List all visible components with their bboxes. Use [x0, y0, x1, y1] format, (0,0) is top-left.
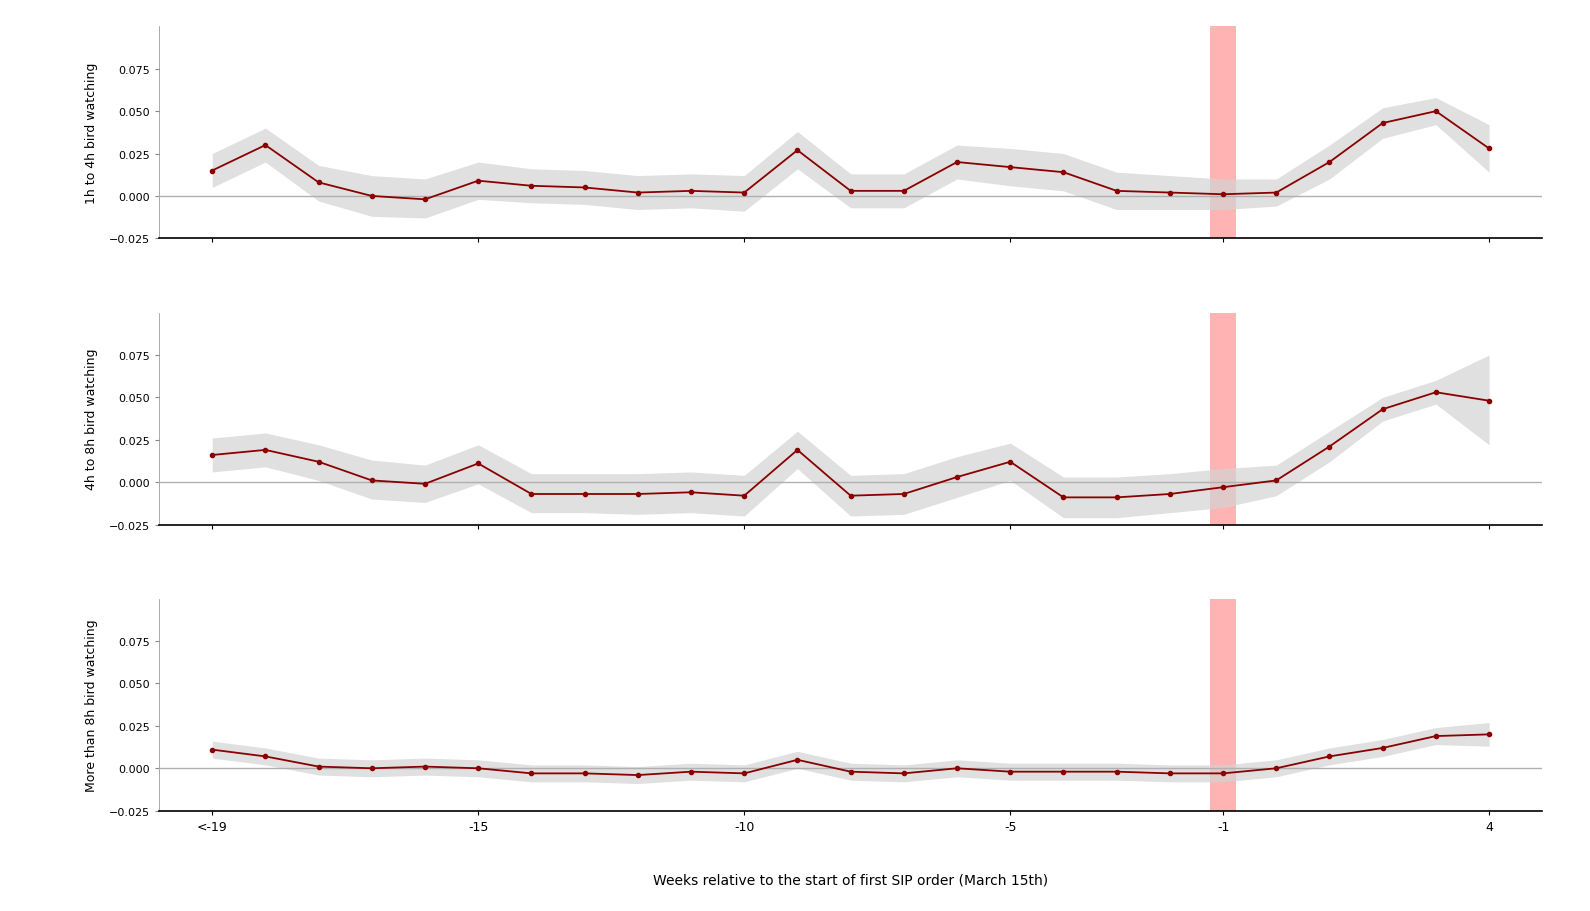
Bar [1210, 313, 1237, 525]
Bar [1210, 27, 1237, 239]
Y-axis label: 4h to 8h bird watching: 4h to 8h bird watching [84, 348, 97, 490]
Y-axis label: More than 8h bird watching: More than 8h bird watching [84, 619, 97, 791]
Bar [1210, 599, 1237, 811]
Text: Weeks relative to the start of first SIP order (March 15th): Weeks relative to the start of first SIP… [653, 872, 1048, 886]
Y-axis label: 1h to 4h bird watching: 1h to 4h bird watching [84, 63, 97, 204]
